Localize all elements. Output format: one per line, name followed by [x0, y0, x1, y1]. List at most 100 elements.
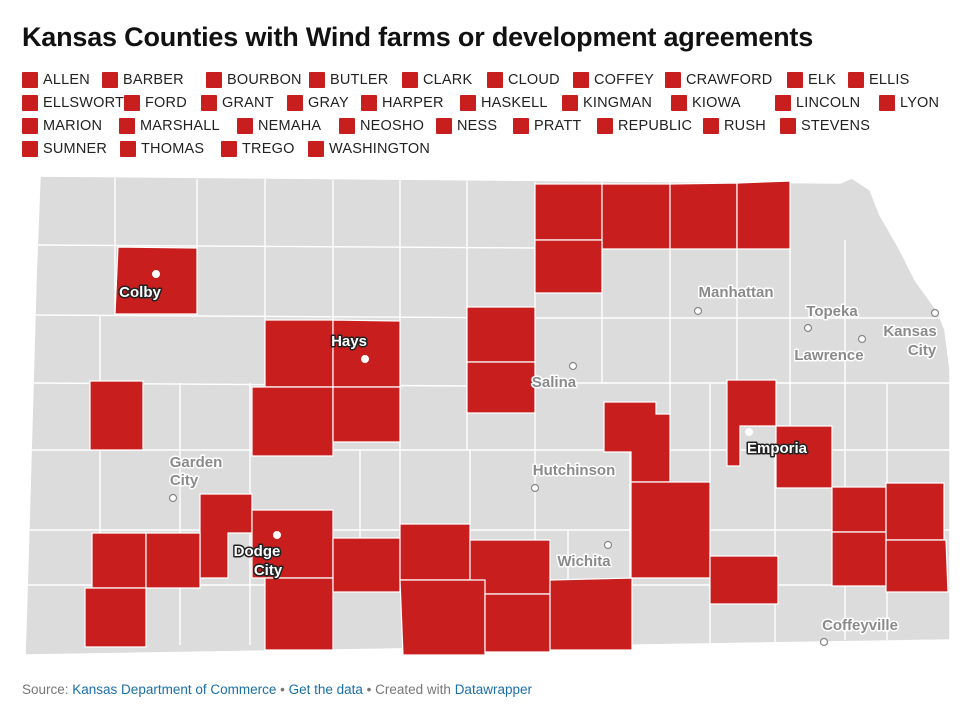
legend-item: FORD	[124, 93, 187, 113]
city-dot-garden-city	[168, 493, 178, 503]
city-label-dodge-city: Dodge	[234, 543, 281, 560]
legend-label: HASKELL	[481, 95, 548, 111]
legend-item: GRAY	[287, 93, 349, 113]
legend-swatch	[221, 141, 237, 157]
legend-swatch	[22, 141, 38, 157]
wind-county	[630, 481, 711, 579]
wind-county	[466, 361, 536, 414]
city-dot-emporia	[745, 428, 753, 436]
city-dot-manhattan	[693, 306, 703, 316]
city-label-wichita: Wichita	[557, 553, 611, 570]
legend-item: REPUBLIC	[597, 116, 692, 136]
city-label-colby: Colby	[119, 284, 161, 301]
legend-label: PRATT	[534, 118, 582, 134]
legend-item: MARION	[22, 116, 102, 136]
legend-label: KIOWA	[692, 95, 741, 111]
legend-label: BOURBON	[227, 72, 302, 88]
city-label-kansas-city: Kansas	[883, 323, 936, 340]
created-with-text: • Created with	[362, 682, 455, 697]
legend-label: NESS	[457, 118, 498, 134]
wind-county	[484, 593, 551, 653]
source-prefix: Source:	[22, 682, 73, 697]
legend-item: LINCOLN	[775, 93, 860, 113]
legend-label: NEMAHA	[258, 118, 322, 134]
city-dot-kansas-city	[930, 308, 940, 318]
legend-item: KINGMAN	[562, 93, 652, 113]
legend-item: GRANT	[201, 93, 274, 113]
legend-label: KINGMAN	[583, 95, 653, 111]
legend-swatch	[124, 95, 140, 111]
legend-item: CLOUD	[487, 70, 560, 90]
legend-swatch	[102, 72, 118, 88]
legend-swatch	[206, 72, 222, 88]
legend-item: BARBER	[102, 70, 184, 90]
wind-county	[669, 182, 738, 250]
wind-county	[709, 555, 779, 605]
legend-label: ELLSWORTH	[43, 95, 135, 111]
city-label-dodge-city: City	[254, 562, 283, 579]
source-link[interactable]: Kansas Department of Commerce	[72, 682, 277, 697]
legend-label: GRAY	[308, 95, 349, 111]
wind-county	[885, 482, 945, 541]
wind-county	[831, 531, 887, 587]
get-the-data-link[interactable]: Get the data	[288, 682, 363, 697]
legend-swatch	[361, 95, 377, 111]
footer: Source: Kansas Department of Commerce • …	[22, 682, 532, 697]
legend-label: HARPER	[382, 95, 444, 111]
legend-label: STEVENS	[801, 118, 871, 134]
wind-county	[726, 379, 777, 467]
footer-separator: •	[276, 682, 289, 697]
legend-item: HASKELL	[460, 93, 548, 113]
legend-item: NEOSHO	[339, 116, 424, 136]
legend-item: PRATT	[513, 116, 581, 136]
city-dot-coffeyville	[819, 637, 829, 647]
legend-label: BARBER	[123, 72, 184, 88]
wind-county	[601, 183, 671, 250]
legend-label: REPUBLIC	[618, 118, 693, 134]
legend-item: HARPER	[361, 93, 444, 113]
legend-label: CLOUD	[508, 72, 560, 88]
legend-item: ELLSWORTH	[22, 93, 135, 113]
legend-label: THOMAS	[141, 141, 205, 157]
legend-swatch	[22, 95, 38, 111]
legend-item: BUTLER	[309, 70, 388, 90]
legend-item: CLARK	[402, 70, 472, 90]
legend-label: SUMNER	[43, 141, 108, 157]
city-markers: Colby Hays Manhattan Topeka Kansas City Lawren…	[118, 270, 940, 647]
city-dot-dodge-city	[273, 531, 281, 539]
legend-swatch	[436, 118, 452, 134]
legend-swatch	[339, 118, 355, 134]
legend-swatch	[848, 72, 864, 88]
legend-swatch	[787, 72, 803, 88]
legend-swatch	[703, 118, 719, 134]
legend-swatch	[120, 141, 136, 157]
legend-label: ELK	[808, 72, 837, 88]
datawrapper-link[interactable]: Datawrapper	[454, 682, 532, 697]
wind-county	[332, 319, 401, 388]
legend-item: LYON	[879, 93, 939, 113]
city-label-emporia: Emporia	[747, 440, 808, 457]
legend-swatch	[665, 72, 681, 88]
legend-item: TREGO	[221, 139, 295, 159]
wind-county	[332, 386, 401, 443]
wind-county	[332, 537, 401, 593]
legend-swatch	[309, 72, 325, 88]
city-label-lawrence: Lawrence	[794, 347, 863, 364]
legend-item: ALLEN	[22, 70, 90, 90]
legend-label: MARION	[43, 118, 103, 134]
legend-swatch	[775, 95, 791, 111]
legend-label: ELLIS	[869, 72, 910, 88]
legend-label: FORD	[145, 95, 187, 111]
city-label-manhattan: Manhattan	[699, 284, 774, 301]
highlighted-counties	[84, 180, 949, 656]
legend-label: TREGO	[242, 141, 295, 157]
legend-swatch	[487, 72, 503, 88]
city-label-garden-city: City	[170, 472, 199, 489]
legend-label: ALLEN	[43, 72, 90, 88]
legend-swatch	[597, 118, 613, 134]
legend-label: CRAWFORD	[686, 72, 773, 88]
city-dot-hays	[361, 355, 369, 363]
city-label-kansas-city: City	[908, 342, 937, 359]
city-dot-topeka	[803, 323, 813, 333]
